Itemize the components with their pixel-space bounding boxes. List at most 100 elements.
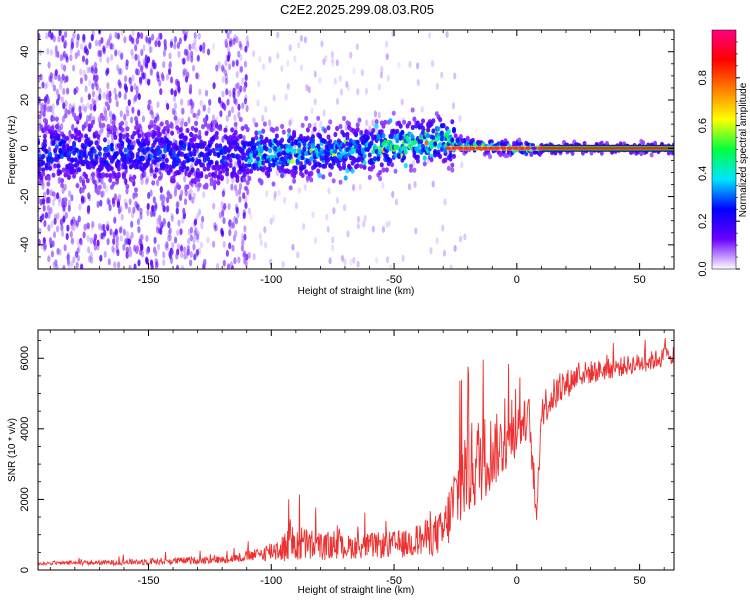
spectrogram-cell [287, 169, 291, 175]
spectrogram-cell [190, 55, 194, 63]
spectrogram-cell [108, 204, 112, 212]
spectrogram-cell [225, 249, 229, 257]
spectrogram-cell [96, 239, 100, 247]
spectrogram-cell [230, 183, 234, 191]
spectrogram-cell [118, 193, 122, 201]
spectrogram-cell [211, 114, 216, 122]
spectrogram-cell [220, 201, 224, 208]
spectrogram-cell [397, 62, 401, 69]
spectrogram-cell [371, 164, 376, 170]
spectrogram-cell [43, 220, 47, 227]
spectrogram-cell [52, 73, 56, 81]
spectrogram-cell [91, 82, 95, 90]
spectrogram-cell [302, 146, 307, 152]
spectrogram-cell [258, 232, 262, 240]
spectrogram-cell [159, 194, 163, 202]
spectrogram-cell [204, 184, 209, 190]
spectrogram-cell [199, 99, 203, 107]
spectrogram-cell [91, 90, 96, 98]
spectrogram-cell [323, 139, 328, 145]
spectrogram-cell [42, 142, 47, 148]
spectrogram-cell [53, 163, 58, 169]
spectrogram-cell [91, 172, 95, 178]
colorbar-tick-label: 0.2 [697, 214, 709, 229]
spectrogram-cell [190, 167, 195, 173]
spectrogram-cell [221, 155, 226, 161]
spectrogram-y-label: Frequency (Hz) [7, 116, 18, 185]
spectrogram-cell [222, 259, 226, 267]
spectrogram-cell [232, 87, 236, 95]
spectrogram-cell [70, 237, 74, 245]
spectrogram-cell [56, 136, 61, 142]
spectrogram-cell [108, 90, 112, 98]
spectrogram-cell [55, 264, 59, 269]
spectrogram-cell [134, 192, 138, 198]
spectrogram-cell [234, 230, 238, 238]
spectrogram-cell [149, 153, 154, 160]
spectrogram-cell [231, 244, 235, 252]
spectrogram-cell [54, 116, 59, 122]
spectrogram-cell [83, 223, 87, 231]
spectrogram-cell [224, 38, 228, 46]
spectrogram-cell [136, 54, 140, 62]
spectrogram-cell [342, 115, 346, 121]
spectrogram-cell [365, 119, 369, 127]
spectrogram-cell [383, 139, 388, 145]
spectrogram-cell [322, 109, 326, 117]
spectrogram-cell [72, 173, 77, 179]
spectrogram-cell [225, 88, 229, 96]
spectrogram-cell [230, 173, 235, 179]
spectrogram-cell [156, 71, 160, 79]
spectrogram-cell [271, 181, 276, 187]
spectrogram-cell [284, 93, 288, 101]
spectrogram-cell [85, 58, 89, 66]
spectrogram-cell [94, 67, 98, 74]
spectrogram-cell [167, 234, 171, 242]
spectrogram-cell [453, 133, 458, 139]
spectrogram-cell [213, 119, 217, 125]
spectrogram-cell [280, 137, 285, 143]
spectrogram-cell [137, 123, 142, 129]
spectrogram-cell [146, 146, 150, 152]
spectrogram-cell [304, 169, 309, 175]
spectrogram-cell [154, 262, 159, 269]
spectrogram-cell [599, 150, 604, 156]
spectrogram-cell [202, 191, 206, 199]
spectrogram-cell [144, 35, 148, 43]
spectrogram-cell [272, 94, 276, 102]
spectrogram-cell [86, 102, 90, 110]
spectrogram-cell [193, 38, 197, 46]
spectrogram-cell [120, 127, 125, 133]
spectrogram-cell [226, 32, 230, 40]
spectrogram-cell [338, 179, 343, 185]
spectrogram-cell [233, 121, 238, 127]
spectrogram-cell [319, 121, 323, 128]
spectrogram-cell [60, 224, 64, 232]
spectrogram-cell [265, 190, 269, 198]
spectrogram-cell [268, 148, 273, 154]
spectrogram-cell [173, 89, 177, 97]
spectrogram-cell [254, 135, 259, 141]
spectrogram-cell [250, 138, 255, 144]
spectrogram-cell [137, 109, 141, 117]
spectrogram-cell [95, 95, 99, 103]
spectrogram-cell [226, 46, 230, 53]
spectrogram-cell [213, 224, 217, 232]
spectrogram-cell [135, 164, 140, 170]
spectrogram-cell [410, 124, 415, 131]
spectrogram-cell [449, 264, 453, 269]
spectrogram-cell [169, 257, 174, 265]
spectrogram-cell [381, 133, 386, 139]
spectrogram-cell [400, 129, 405, 136]
spectrogram-cell [93, 61, 97, 69]
spectrogram-cell [328, 257, 332, 265]
spectrogram-cell [223, 127, 228, 133]
spectrogram-cell [134, 116, 138, 122]
spectrogram-cell [331, 236, 335, 244]
spectrogram-cell [343, 175, 348, 181]
spectrogram-cell [214, 160, 219, 166]
spectrogram-cell [229, 218, 233, 226]
colorbar: 0.0 0.2 0.4 0.6 0.8 Normalized spectral ampl… [697, 29, 749, 277]
spectrogram-cell [367, 174, 372, 180]
spectrogram-cell [217, 61, 221, 69]
